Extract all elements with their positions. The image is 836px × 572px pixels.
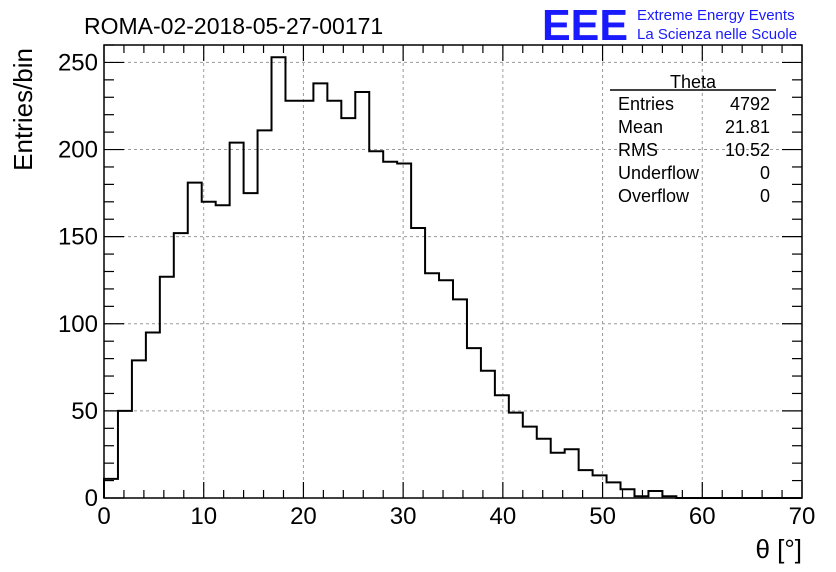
histogram-bin — [467, 348, 481, 498]
y-tick-label: 200 — [58, 137, 98, 164]
stats-value: 4792 — [730, 94, 770, 114]
histogram-bin — [174, 233, 188, 498]
x-axis: 0 10 20 30 40 50 60 70 — [97, 45, 815, 530]
histogram-bin — [648, 491, 662, 498]
y-tick-label: 250 — [58, 49, 98, 76]
x-tick-label: 70 — [789, 503, 816, 530]
stats-label: Overflow — [618, 186, 690, 206]
eee-logo-mark: EEE — [542, 1, 628, 50]
x-tick-label: 30 — [390, 503, 417, 530]
x-tick-label: 20 — [290, 503, 317, 530]
x-tick-label: 0 — [97, 503, 110, 530]
x-axis-label: θ [°] — [755, 534, 802, 564]
histogram-bin — [369, 151, 383, 498]
stats-title: Theta — [670, 72, 717, 92]
x-tick-label: 60 — [689, 503, 716, 530]
stats-box: Theta Entries 4792 Mean 21.81 RMS 10.52 Underf… — [610, 72, 776, 206]
stats-label: Entries — [618, 94, 674, 114]
histogram-bin — [579, 470, 593, 498]
eee-logo-line1: Extreme Energy Events — [637, 7, 795, 24]
histogram-bin — [495, 395, 509, 498]
histogram-bin — [607, 482, 621, 498]
x-tick-label: 40 — [490, 503, 517, 530]
y-tick-label: 100 — [58, 311, 98, 338]
grid-lines — [104, 45, 802, 498]
histogram-bin — [341, 118, 355, 498]
x-tick-label: 10 — [190, 503, 217, 530]
histogram-bin — [355, 92, 369, 498]
histogram-bin — [272, 57, 286, 498]
y-tick-label: 50 — [71, 398, 98, 425]
eee-logo-line2: La Scienza nelle Scuole — [637, 26, 797, 43]
histogram-bin — [565, 449, 579, 498]
histogram-bin — [397, 163, 411, 498]
eee-logo: EEE Extreme Energy Events La Scienza nel… — [542, 1, 797, 50]
stats-value: 0 — [760, 163, 770, 183]
histogram-bin — [104, 479, 118, 498]
histogram-bin — [118, 411, 132, 498]
histogram-bin — [327, 101, 341, 498]
histogram-bin — [160, 277, 174, 498]
histogram-bin — [146, 332, 160, 498]
histogram-bin — [509, 413, 523, 498]
histogram-bin — [313, 83, 327, 498]
stats-value: 0 — [760, 186, 770, 206]
histogram-bin — [411, 228, 425, 498]
histogram-bin — [216, 205, 230, 498]
x-tick-label: 50 — [589, 503, 616, 530]
histogram-bin — [258, 130, 272, 498]
histogram-bin — [537, 439, 551, 498]
histogram-bin — [593, 475, 607, 498]
histogram-bin — [425, 273, 439, 498]
stats-label: Underflow — [618, 163, 700, 183]
y-tick-label: 150 — [58, 224, 98, 251]
histogram-bin — [523, 427, 537, 498]
y-axis-label: Entries/bin — [8, 48, 38, 171]
histogram-bin — [244, 193, 258, 498]
histogram-bin — [132, 360, 146, 498]
y-tick-label: 0 — [85, 485, 98, 512]
stats-value: 21.81 — [725, 117, 770, 137]
run-title: ROMA-02-2018-05-27-00171 — [84, 13, 383, 39]
stats-rows: Entries 4792 Mean 21.81 RMS 10.52 Underflow 0 Ov… — [618, 94, 770, 206]
y-axis: 0 50 100 150 200 250 — [58, 44, 802, 512]
histogram-outline — [103, 56, 802, 499]
stats-label: RMS — [618, 140, 658, 160]
histogram-bin — [453, 299, 467, 498]
histogram-bin — [481, 371, 495, 498]
histogram-bin — [439, 280, 453, 498]
stats-label: Mean — [618, 117, 663, 137]
histogram-bin — [285, 101, 299, 498]
histogram-bin — [383, 162, 397, 498]
histogram-bin — [188, 183, 202, 498]
histogram-series — [103, 56, 802, 499]
stats-value: 10.52 — [725, 140, 770, 160]
histogram-bin — [202, 202, 216, 498]
histogram-bin — [299, 101, 313, 498]
histogram-bin — [230, 143, 244, 498]
